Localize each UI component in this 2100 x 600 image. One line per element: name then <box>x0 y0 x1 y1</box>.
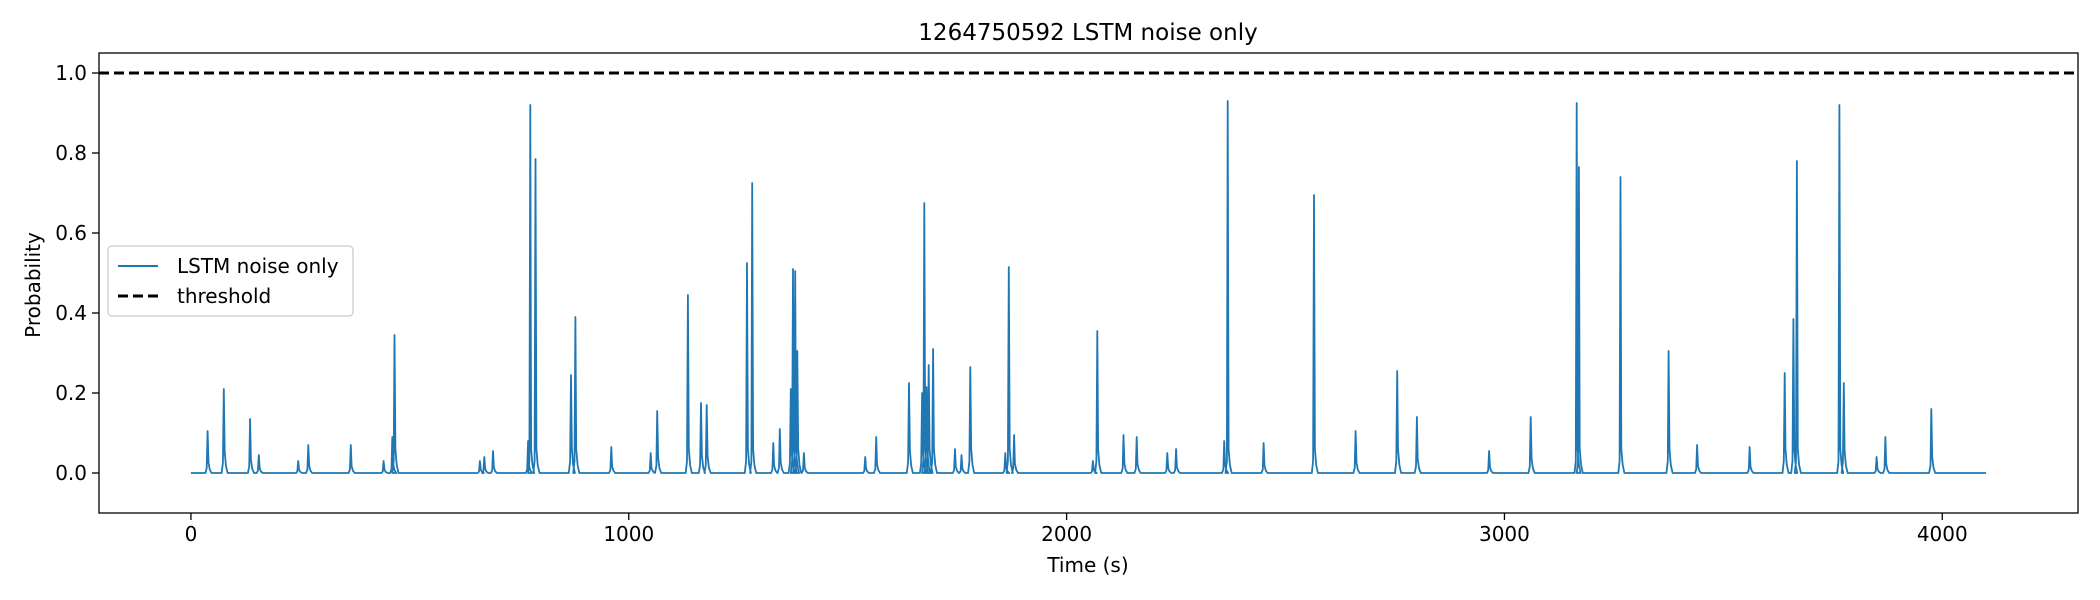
x-tick-label: 1000 <box>603 522 654 546</box>
y-tick-label: 0.4 <box>55 301 87 325</box>
plot-area <box>98 52 2079 514</box>
plot-background <box>99 53 2078 513</box>
legend-label-lstm: LSTM noise only <box>177 254 339 278</box>
y-tick-label: 0.0 <box>55 461 87 485</box>
y-tick-label: 0.2 <box>55 381 87 405</box>
legend-box <box>107 245 354 317</box>
y-tick-label: 0.8 <box>55 141 87 165</box>
lstm-noise-series-line <box>190 100 1987 474</box>
y-tick-label: 0.6 <box>55 221 87 245</box>
legend: LSTM noise only threshold <box>107 245 354 317</box>
x-tick-label: 0 <box>185 522 198 546</box>
y-axis: 0.0 0.2 0.4 0.6 0.8 1.0 <box>55 61 99 485</box>
x-tick-label: 2000 <box>1041 522 1092 546</box>
y-tick-label: 1.0 <box>55 61 87 85</box>
x-axis: 0 1000 2000 3000 4000 <box>185 513 1968 546</box>
plot-frame <box>98 52 2079 514</box>
chart-title: 1264750592 LSTM noise only <box>918 20 1257 46</box>
x-axis-label: Time (s) <box>1046 553 1128 577</box>
y-axis-label: Probability <box>21 232 45 338</box>
x-tick-label: 3000 <box>1479 522 1530 546</box>
x-tick-label: 4000 <box>1917 522 1968 546</box>
legend-label-threshold: threshold <box>177 284 271 308</box>
